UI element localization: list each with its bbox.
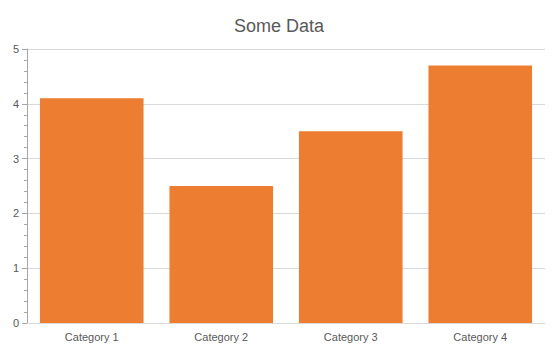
svg-text:4: 4 [13,98,19,110]
svg-text:Category 1: Category 1 [65,331,119,343]
svg-text:Some Data: Some Data [234,16,325,36]
svg-text:0: 0 [13,317,19,329]
svg-text:Category 4: Category 4 [453,331,507,343]
svg-text:Category 2: Category 2 [194,331,248,343]
svg-text:3: 3 [13,153,19,165]
svg-text:1: 1 [13,262,19,274]
svg-text:5: 5 [13,43,19,55]
svg-text:2: 2 [13,207,19,219]
svg-text:Category 3: Category 3 [324,331,378,343]
